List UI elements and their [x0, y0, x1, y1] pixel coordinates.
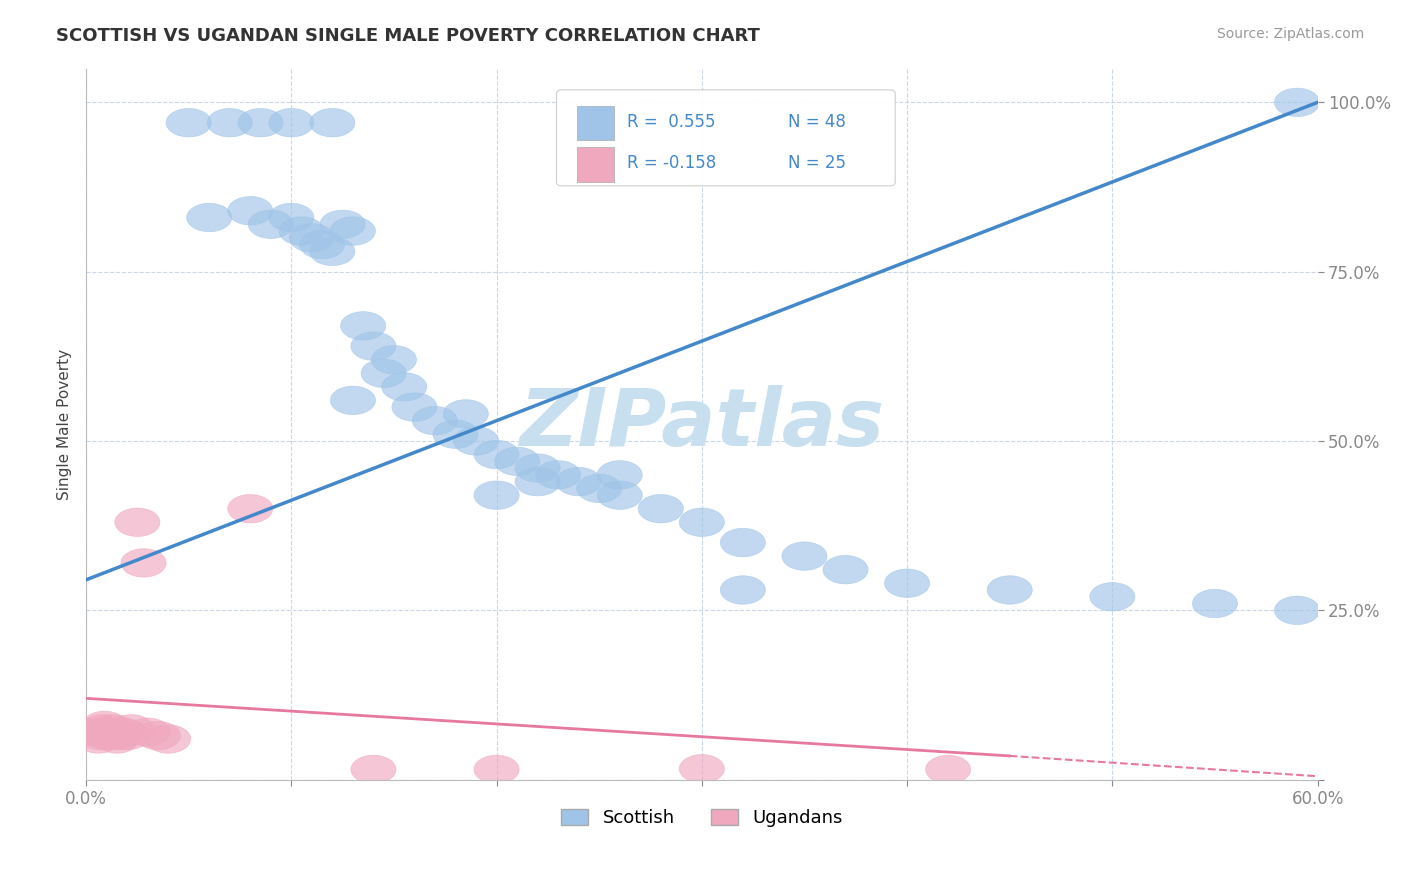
Ellipse shape	[108, 714, 153, 743]
Ellipse shape	[84, 718, 129, 747]
Ellipse shape	[433, 420, 478, 449]
Ellipse shape	[187, 203, 232, 232]
Ellipse shape	[638, 494, 683, 523]
Text: SCOTTISH VS UGANDAN SINGLE MALE POVERTY CORRELATION CHART: SCOTTISH VS UGANDAN SINGLE MALE POVERTY …	[56, 27, 761, 45]
Ellipse shape	[598, 460, 643, 489]
Ellipse shape	[598, 481, 643, 509]
Ellipse shape	[474, 441, 519, 469]
Ellipse shape	[97, 722, 142, 750]
Legend: Scottish, Ugandans: Scottish, Ugandans	[554, 802, 849, 835]
Ellipse shape	[557, 467, 602, 496]
Ellipse shape	[290, 224, 335, 252]
Ellipse shape	[125, 718, 170, 747]
Y-axis label: Single Male Poverty: Single Male Poverty	[58, 349, 72, 500]
Ellipse shape	[371, 345, 416, 374]
Ellipse shape	[443, 400, 488, 428]
Ellipse shape	[576, 475, 621, 502]
Ellipse shape	[381, 373, 427, 401]
Ellipse shape	[77, 722, 122, 750]
Ellipse shape	[330, 217, 375, 245]
Ellipse shape	[412, 407, 457, 435]
Ellipse shape	[1274, 596, 1320, 624]
Ellipse shape	[115, 508, 160, 536]
Ellipse shape	[94, 725, 139, 753]
Ellipse shape	[720, 575, 765, 604]
Ellipse shape	[330, 386, 375, 415]
Ellipse shape	[720, 528, 765, 557]
Ellipse shape	[86, 722, 131, 750]
Ellipse shape	[309, 237, 354, 266]
Ellipse shape	[82, 711, 127, 739]
Ellipse shape	[278, 217, 325, 245]
Ellipse shape	[93, 722, 138, 750]
Ellipse shape	[104, 722, 149, 750]
Ellipse shape	[474, 481, 519, 509]
Ellipse shape	[1090, 582, 1135, 611]
Ellipse shape	[121, 549, 166, 577]
Ellipse shape	[238, 109, 283, 136]
Text: Source: ZipAtlas.com: Source: ZipAtlas.com	[1216, 27, 1364, 41]
Ellipse shape	[515, 454, 560, 483]
Ellipse shape	[321, 210, 366, 238]
Ellipse shape	[352, 756, 396, 784]
Ellipse shape	[474, 756, 519, 784]
FancyBboxPatch shape	[557, 90, 896, 186]
Ellipse shape	[925, 756, 970, 784]
Ellipse shape	[679, 508, 724, 536]
Text: ZIPatlas: ZIPatlas	[519, 385, 884, 463]
Ellipse shape	[228, 494, 273, 523]
Ellipse shape	[454, 426, 499, 455]
Ellipse shape	[146, 725, 191, 753]
Ellipse shape	[495, 447, 540, 475]
Text: N = 48: N = 48	[787, 113, 846, 131]
FancyBboxPatch shape	[578, 147, 614, 182]
Ellipse shape	[515, 467, 560, 496]
Ellipse shape	[352, 332, 396, 360]
Ellipse shape	[340, 311, 385, 340]
Ellipse shape	[90, 714, 135, 743]
Ellipse shape	[361, 359, 406, 387]
Ellipse shape	[249, 210, 294, 238]
Ellipse shape	[207, 109, 252, 136]
Text: N = 25: N = 25	[787, 154, 846, 172]
Ellipse shape	[1274, 88, 1320, 117]
Ellipse shape	[76, 725, 121, 753]
Ellipse shape	[89, 718, 134, 747]
FancyBboxPatch shape	[578, 106, 614, 140]
Ellipse shape	[782, 542, 827, 570]
Ellipse shape	[228, 196, 273, 225]
Ellipse shape	[269, 203, 314, 232]
Text: R = -0.158: R = -0.158	[627, 154, 716, 172]
Ellipse shape	[884, 569, 929, 598]
Ellipse shape	[1192, 590, 1237, 618]
Ellipse shape	[299, 230, 344, 259]
Text: R =  0.555: R = 0.555	[627, 113, 716, 131]
Ellipse shape	[73, 718, 120, 747]
Ellipse shape	[135, 722, 180, 750]
Ellipse shape	[536, 460, 581, 489]
Ellipse shape	[309, 109, 354, 136]
Ellipse shape	[392, 392, 437, 421]
Ellipse shape	[80, 714, 125, 743]
Ellipse shape	[269, 109, 314, 136]
Ellipse shape	[987, 575, 1032, 604]
Ellipse shape	[679, 755, 724, 783]
Ellipse shape	[823, 556, 868, 584]
Ellipse shape	[166, 109, 211, 136]
Ellipse shape	[100, 718, 146, 747]
